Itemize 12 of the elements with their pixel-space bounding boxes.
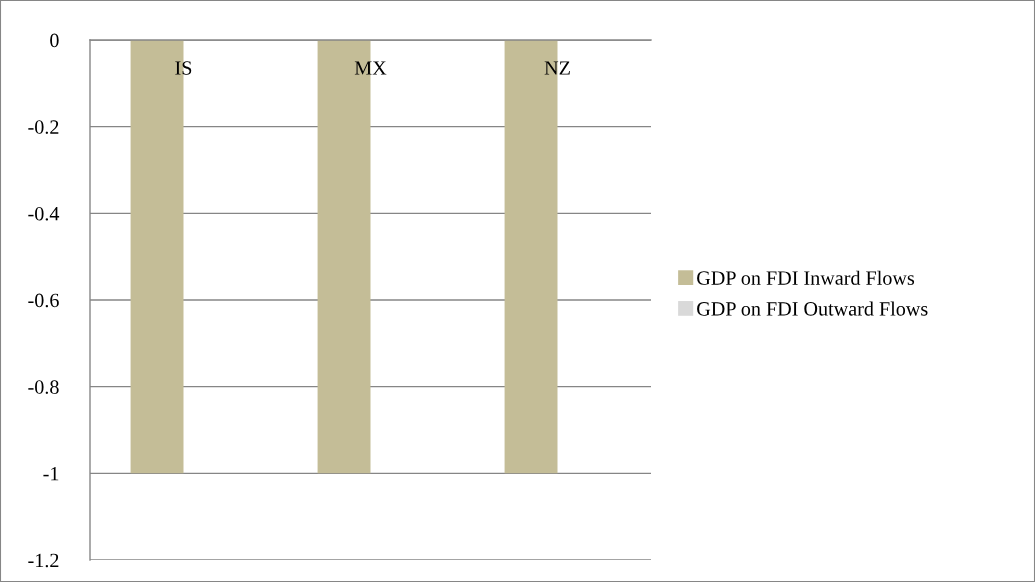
y-tick-label: 0: [50, 33, 59, 48]
y-tick-label: -0.8: [28, 380, 59, 394]
x-tick-label: MX: [354, 61, 387, 75]
y-tick-label: -1: [43, 467, 59, 481]
legend-label: GDP on FDI Inward Flows: [697, 270, 915, 285]
y-tick-label: -0.4: [28, 206, 60, 221]
x-tick-label: NZ: [544, 61, 570, 75]
legend-label: GDP on FDI Outward Flows: [697, 301, 928, 316]
y-tick-label: -0.6: [28, 293, 59, 308]
y-tick-label: -1.2: [28, 553, 59, 568]
x-tick-label: IS: [175, 61, 192, 75]
y-tick-label: -0.2: [28, 120, 59, 134]
